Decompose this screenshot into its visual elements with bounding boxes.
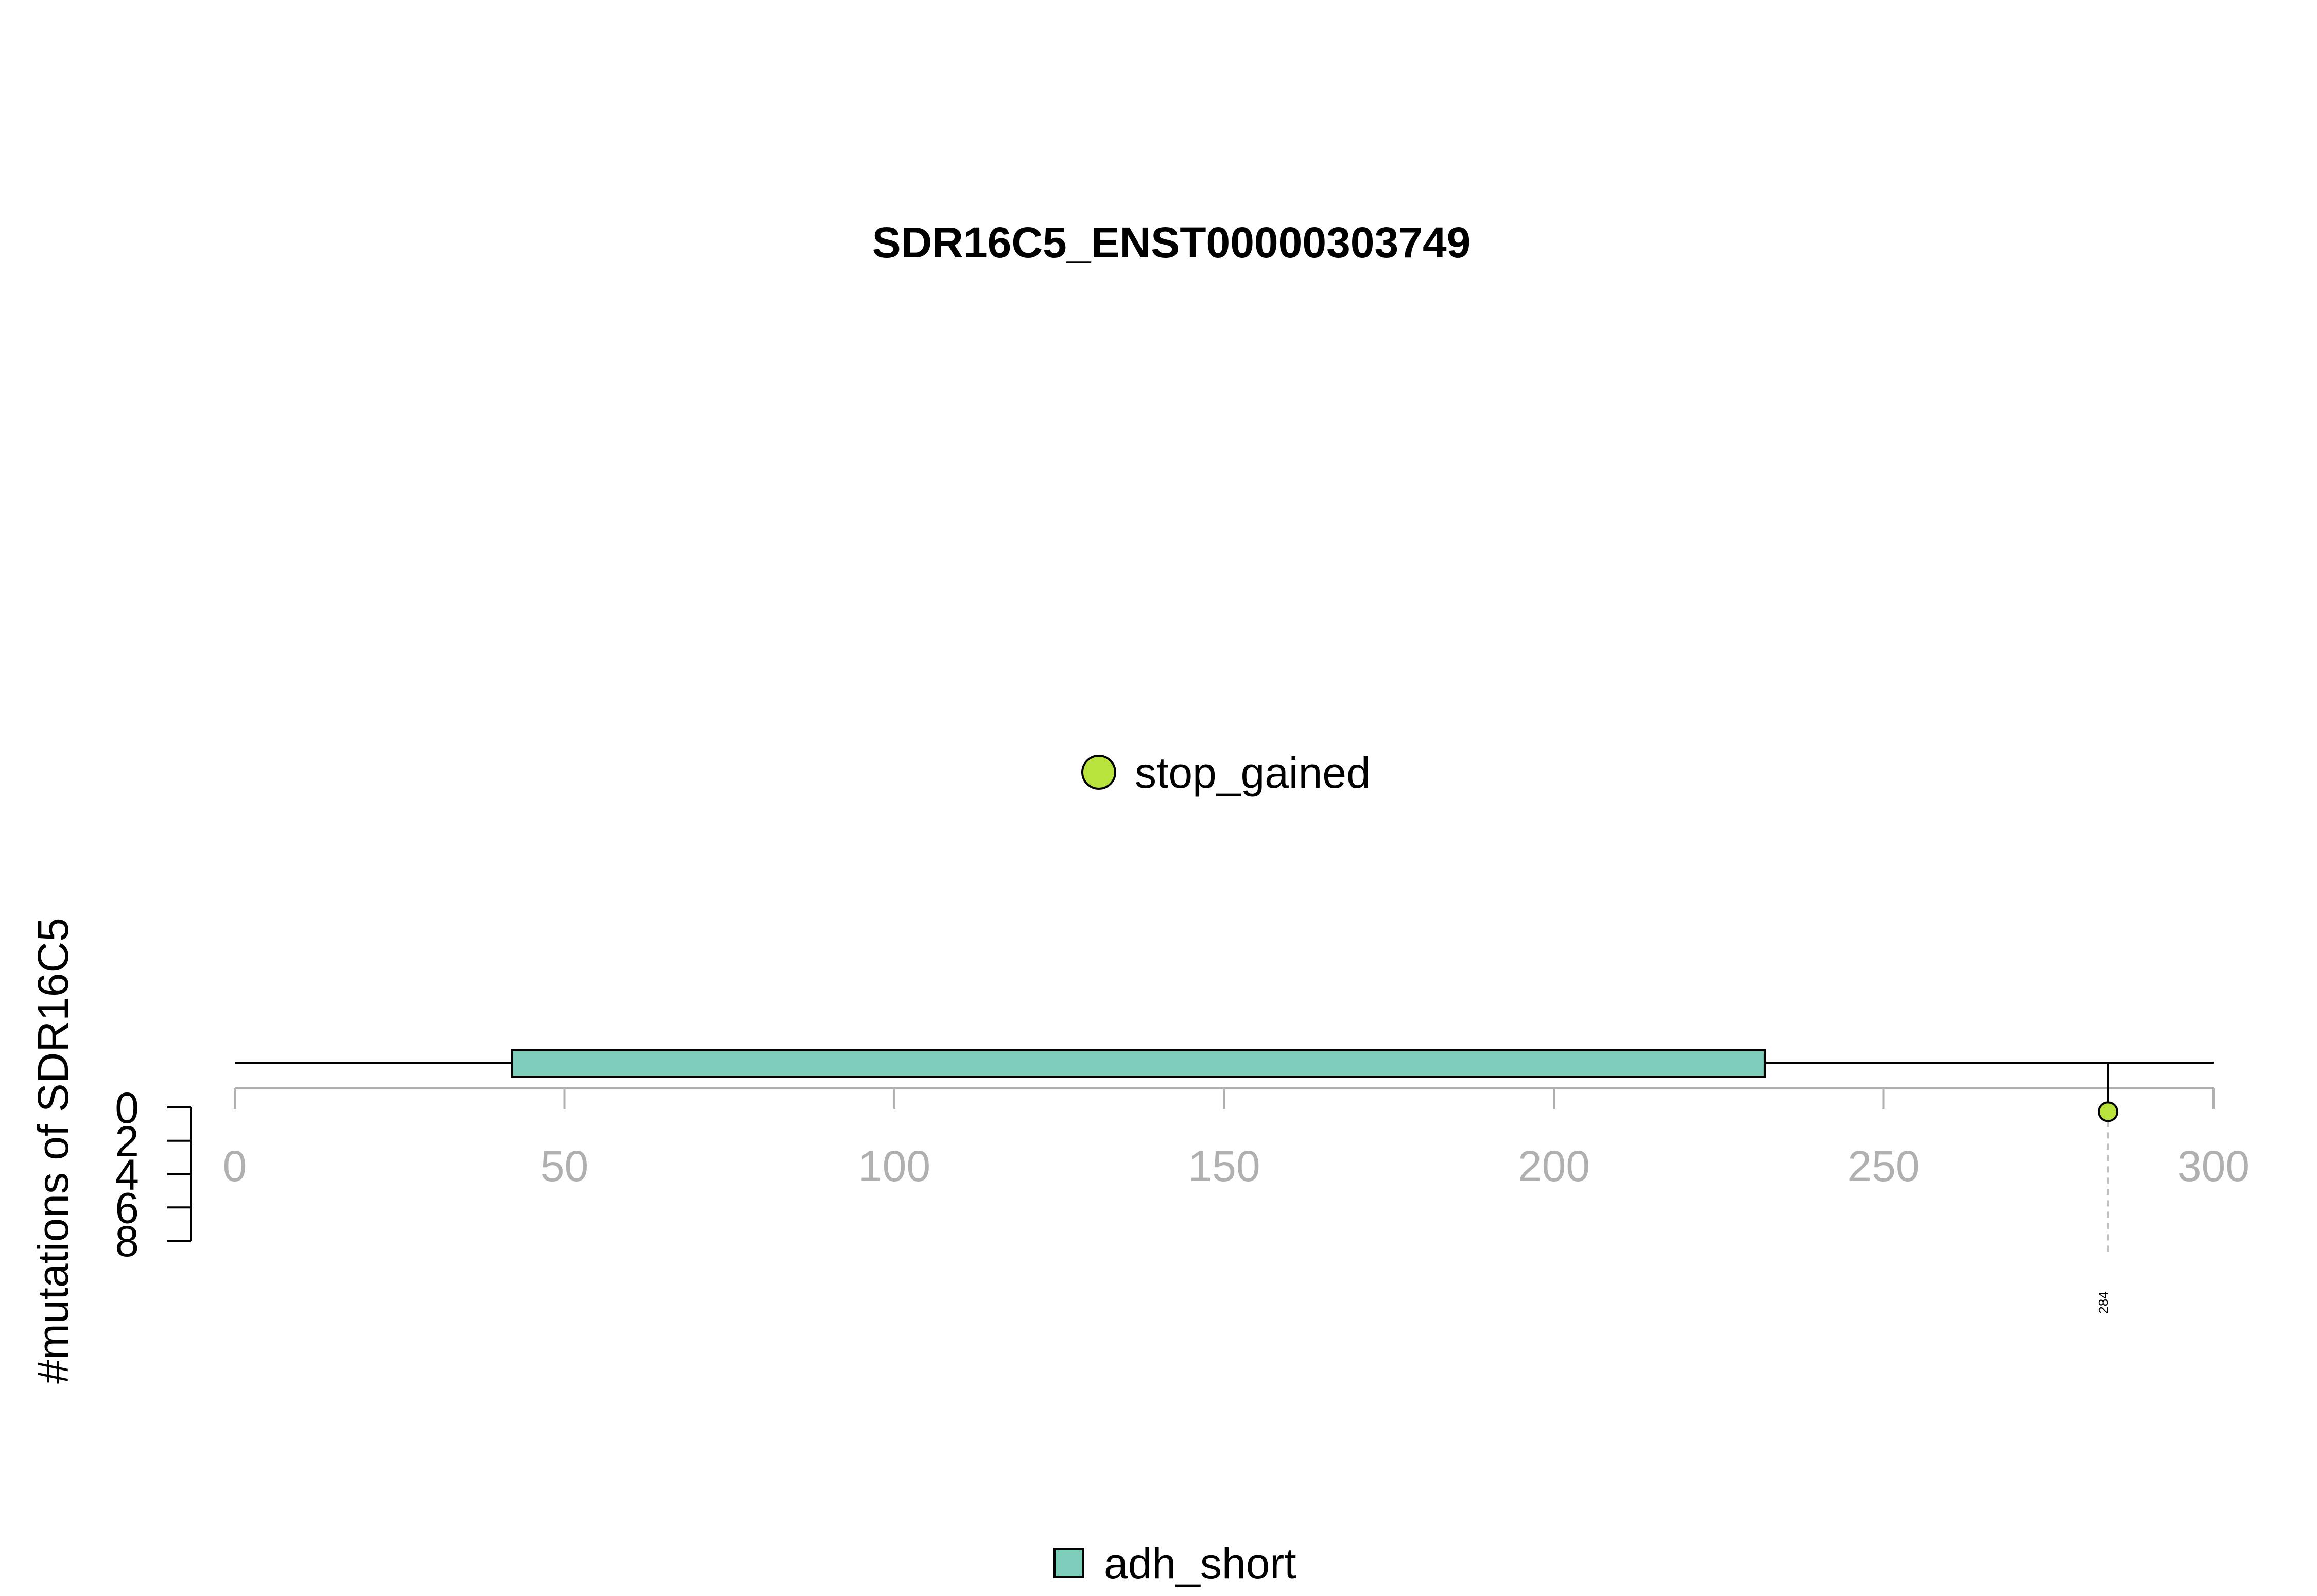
domain-legend-swatch [1053, 1548, 1084, 1578]
x-tick-label-100: 100 [858, 1142, 930, 1190]
mutation-legend-label: stop_gained [1135, 749, 1371, 797]
domain-legend: adh_short [1053, 1539, 1296, 1588]
mutation-position-label-284: 284 [2096, 1291, 2111, 1313]
x-tick-label-50: 50 [541, 1142, 589, 1190]
domain-adh_short [511, 1049, 1766, 1078]
x-tick-label-300: 300 [2177, 1142, 2250, 1190]
y-tick-label-0: 0 [115, 1084, 139, 1132]
mutation-legend: stop_gained [1081, 749, 1371, 797]
chart-title: SDR16C5_ENST00000303749 [872, 218, 1471, 267]
mutation-legend-swatch [1081, 755, 1116, 790]
x-tick-label-200: 200 [1518, 1142, 1590, 1190]
y-tick-label-6: 6 [115, 1184, 139, 1232]
mutation-point-284 [2098, 1101, 2119, 1122]
x-tick-label-150: 150 [1188, 1142, 1260, 1190]
x-tick-label-250: 250 [1847, 1142, 1920, 1190]
y-tick-label-2: 2 [115, 1117, 139, 1166]
y-axis-label: #mutations of SDR16C5 [29, 917, 77, 1384]
y-tick-label-4: 4 [115, 1151, 139, 1199]
domain-legend-label: adh_short [1104, 1539, 1296, 1588]
x-tick-label-0: 0 [223, 1142, 247, 1190]
y-tick-label-8: 8 [115, 1217, 139, 1265]
